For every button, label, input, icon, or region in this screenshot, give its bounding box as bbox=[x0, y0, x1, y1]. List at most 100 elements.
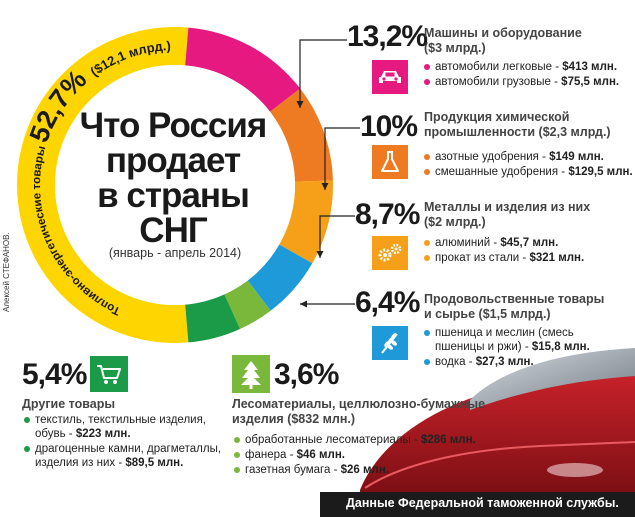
food-amount: ($1,5 млрд.) bbox=[478, 307, 551, 321]
connector-line bbox=[319, 215, 355, 258]
bullet-dot bbox=[234, 452, 240, 458]
connector-arrowhead bbox=[321, 183, 329, 190]
timber-title: Лесоматериалы, целлюлозно-бумажные bbox=[232, 397, 486, 411]
machines-heading: Машины и оборудование ($3 млрд.) bbox=[424, 26, 634, 56]
donut-hole bbox=[55, 65, 295, 305]
footer-bar bbox=[320, 492, 635, 517]
timber-heading: Лесоматериалы, целлюлозно-бумажные издел… bbox=[232, 397, 492, 427]
item-text: драгоценные камни, драгметаллы, изделия … bbox=[35, 443, 222, 469]
wheat-icon bbox=[372, 326, 408, 360]
bullet-dot bbox=[424, 64, 430, 70]
chemicals-title: Продукция химической bbox=[424, 110, 570, 124]
chart-subtitle: (январь - апрель 2014) bbox=[108, 246, 242, 260]
machines-percent: 13,2% bbox=[347, 20, 428, 53]
item-value: $223 млн. bbox=[75, 428, 131, 440]
bullet-dot bbox=[424, 255, 430, 261]
timber-amount: ($832 млн.) bbox=[287, 412, 356, 426]
food-title-2: и сырье bbox=[424, 307, 476, 321]
chart-title-line: в страны bbox=[97, 176, 250, 215]
item-value: $129,5 млн. bbox=[568, 166, 633, 178]
bullet-dot bbox=[424, 169, 430, 175]
item-value: $286 млн. bbox=[420, 434, 476, 446]
chart-title-line: СНГ bbox=[139, 211, 207, 250]
item-value: $15,8 млн. bbox=[531, 341, 590, 353]
bullet-dot bbox=[24, 417, 30, 423]
slice-timber bbox=[224, 280, 271, 330]
chart-title-line: продает bbox=[105, 141, 241, 180]
other-percent: 5,4% bbox=[22, 358, 87, 391]
slice-other bbox=[185, 294, 241, 343]
item-text: водка - bbox=[435, 356, 476, 368]
item-value: $45,7 млн. bbox=[500, 237, 559, 249]
item-value: $75,5 млн. bbox=[561, 76, 620, 88]
item-value: $149 млн. bbox=[549, 151, 604, 163]
chemicals-amount: ($2,3 млрд.) bbox=[538, 125, 611, 139]
list-item: драгоценные камни, драгметаллы, изделия … bbox=[24, 442, 229, 470]
metals-percent: 8,7% bbox=[355, 198, 420, 231]
other-items: текстиль, текстильные изделия, обувь - $… bbox=[24, 413, 229, 471]
other-title: Другие товары bbox=[22, 397, 116, 411]
other-heading: Другие товары bbox=[22, 397, 212, 412]
connector-line bbox=[324, 127, 360, 190]
slice-food bbox=[247, 244, 313, 311]
list-item: смешанные удобрения - $129,5 млн. bbox=[424, 165, 634, 179]
item-value: $321 млн. bbox=[529, 252, 585, 264]
food-percent: 6,4% bbox=[355, 286, 420, 319]
list-item: текстиль, текстильные изделия, обувь - $… bbox=[24, 413, 229, 441]
author-credit: Алексей СТЕФАНОВ. bbox=[2, 232, 11, 312]
item-text: газетная бумага - bbox=[245, 464, 341, 476]
chemicals-title-2: промышленности bbox=[424, 125, 536, 139]
connector-arrowhead bbox=[296, 101, 304, 108]
bullet-dot bbox=[234, 437, 240, 443]
item-value: $46 млн. bbox=[296, 449, 345, 461]
item-text: азотные удобрения - bbox=[435, 151, 550, 163]
item-value: $89,5 млн. bbox=[125, 457, 184, 469]
machines-title: Машины и оборудование bbox=[424, 26, 582, 40]
item-text: пшеница и меслин (смесь пшеницы и ржи) - bbox=[435, 327, 574, 353]
list-item: автомобили грузовые - $75,5 млн. bbox=[424, 75, 629, 89]
bullet-dot bbox=[424, 240, 430, 246]
bullet-dot bbox=[234, 467, 240, 473]
metals-heading: Металлы и изделия из них ($2 млрд.) bbox=[424, 200, 634, 230]
chart-title-line: Что Россия bbox=[79, 106, 268, 145]
item-value: $27,3 млн. bbox=[475, 356, 534, 368]
source-note: Данные Федеральной таможенной службы. bbox=[346, 496, 619, 510]
slice-fuel bbox=[17, 27, 189, 344]
list-item: водка - $27,3 млн. bbox=[424, 355, 596, 369]
item-value: $413 млн. bbox=[562, 61, 618, 73]
chart-title: Что Россия продает в страны СНГ bbox=[78, 108, 268, 248]
bullet-dot bbox=[424, 154, 430, 160]
list-item: газетная бумага - $26 млн. bbox=[234, 463, 479, 477]
slice-machines bbox=[185, 27, 301, 112]
machines-amount: ($3 млрд.) bbox=[424, 41, 486, 55]
item-text: автомобили легковые - bbox=[435, 61, 563, 73]
list-item: азотные удобрения - $149 млн. bbox=[424, 150, 634, 164]
item-text: фанера - bbox=[245, 449, 297, 461]
food-heading: Продовольственные товары и сырье ($1,5 м… bbox=[424, 292, 634, 322]
list-item: автомобили легковые - $413 млн. bbox=[424, 60, 629, 74]
bullet-dot bbox=[424, 79, 430, 85]
chemicals-percent: 10% bbox=[360, 110, 418, 143]
timber-items: обработанные лесоматериалы - $286 млн. ф… bbox=[234, 433, 479, 478]
list-item: обработанные лесоматериалы - $286 млн. bbox=[234, 433, 479, 447]
bullet-dot bbox=[424, 330, 430, 336]
machines-items: автомобили легковые - $413 млн. автомоби… bbox=[424, 60, 629, 90]
item-text: автомобили грузовые - bbox=[435, 76, 562, 88]
chemicals-heading: Продукция химической промышленности ($2,… bbox=[424, 110, 634, 140]
item-value: $26 млн. bbox=[340, 464, 389, 476]
list-item: прокат из стали - $321 млн. bbox=[424, 251, 634, 265]
timber-percent: 3,6% bbox=[274, 358, 339, 391]
flask-icon bbox=[372, 145, 408, 179]
connector-arrowhead bbox=[300, 300, 307, 308]
bullet-dot bbox=[424, 359, 430, 365]
food-title: Продовольственные товары bbox=[424, 292, 605, 306]
item-text: прокат из стали - bbox=[435, 252, 530, 264]
chemicals-items: азотные удобрения - $149 млн. смешанные … bbox=[424, 150, 634, 180]
list-item: пшеница и меслин (смесь пшеницы и ржи) -… bbox=[424, 326, 596, 354]
list-item: фанера - $46 млн. bbox=[234, 448, 479, 462]
gears-icon bbox=[372, 236, 408, 270]
connector-line bbox=[299, 39, 347, 108]
metals-items: алюминий - $45,7 млн. прокат из стали - … bbox=[424, 236, 634, 266]
